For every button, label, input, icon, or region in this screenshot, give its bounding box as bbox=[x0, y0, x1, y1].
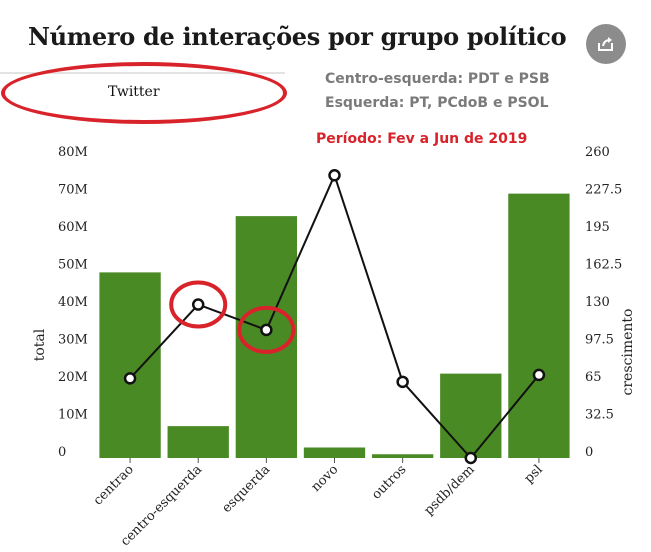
bar bbox=[303, 447, 366, 458]
y2-tick-label: 65 bbox=[585, 370, 602, 385]
y2-tick-label: 195 bbox=[585, 220, 610, 235]
share-button[interactable] bbox=[586, 24, 626, 64]
y2-axis-label: crescimento bbox=[620, 309, 636, 396]
x-tick-label: novo bbox=[309, 462, 342, 495]
source-tab-bar bbox=[0, 72, 285, 118]
growth-point bbox=[123, 372, 137, 385]
y-tick-label: 60M bbox=[58, 220, 88, 235]
y-tick-label: 30M bbox=[58, 333, 88, 348]
y-tick-label: 40M bbox=[58, 295, 88, 310]
bar bbox=[99, 272, 161, 458]
growth-point bbox=[396, 375, 409, 389]
y-tick-label: 80M bbox=[58, 145, 88, 160]
note-esquerda: Esquerda: PT, PCdoB e PSOL bbox=[325, 95, 549, 111]
highlight-circle bbox=[169, 280, 228, 329]
y2-tick-label: 97.5 bbox=[585, 333, 614, 348]
tab-twitter[interactable]: Twitter bbox=[108, 84, 160, 100]
y2-tick-label: 130 bbox=[585, 295, 610, 310]
growth-point bbox=[532, 368, 546, 382]
x-tick-label: psdb/dem bbox=[421, 462, 477, 518]
y2-tick-label: 227.5 bbox=[585, 183, 622, 198]
y-tick-label: 0 bbox=[58, 445, 66, 460]
growth-point bbox=[328, 169, 341, 182]
growth-point bbox=[260, 323, 273, 337]
bar bbox=[371, 454, 434, 458]
period-label: Período: Fev a Jun de 2019 bbox=[316, 131, 528, 147]
share-icon bbox=[598, 37, 613, 51]
y-tick-label: 20M bbox=[58, 370, 88, 385]
x-tick-label: centrao bbox=[91, 462, 137, 508]
y-tick-label: 70M bbox=[58, 183, 88, 198]
y2-tick-label: 32.5 bbox=[585, 408, 614, 423]
bar bbox=[235, 216, 298, 458]
x-tick-label: esquerda bbox=[219, 462, 273, 516]
growth-point bbox=[464, 451, 478, 465]
bar bbox=[167, 426, 229, 458]
x-tick-label: psl bbox=[522, 462, 546, 486]
y-tick-label: 50M bbox=[58, 258, 88, 273]
growth-point bbox=[191, 298, 205, 311]
chart-title: Número de interações por grupo político bbox=[28, 22, 567, 51]
y-axis-label: total bbox=[32, 328, 48, 361]
bar bbox=[508, 193, 570, 458]
highlight-circle bbox=[237, 305, 296, 354]
y-tick-label: 10M bbox=[58, 408, 88, 423]
bar bbox=[440, 373, 502, 458]
note-centro-esquerda: Centro-esquerda: PDT e PSB bbox=[325, 71, 550, 87]
y2-tick-label: 0 bbox=[585, 445, 593, 460]
x-tick-label: outros bbox=[369, 462, 409, 502]
y2-tick-label: 162.5 bbox=[585, 258, 622, 273]
y2-tick-label: 260 bbox=[585, 145, 610, 160]
